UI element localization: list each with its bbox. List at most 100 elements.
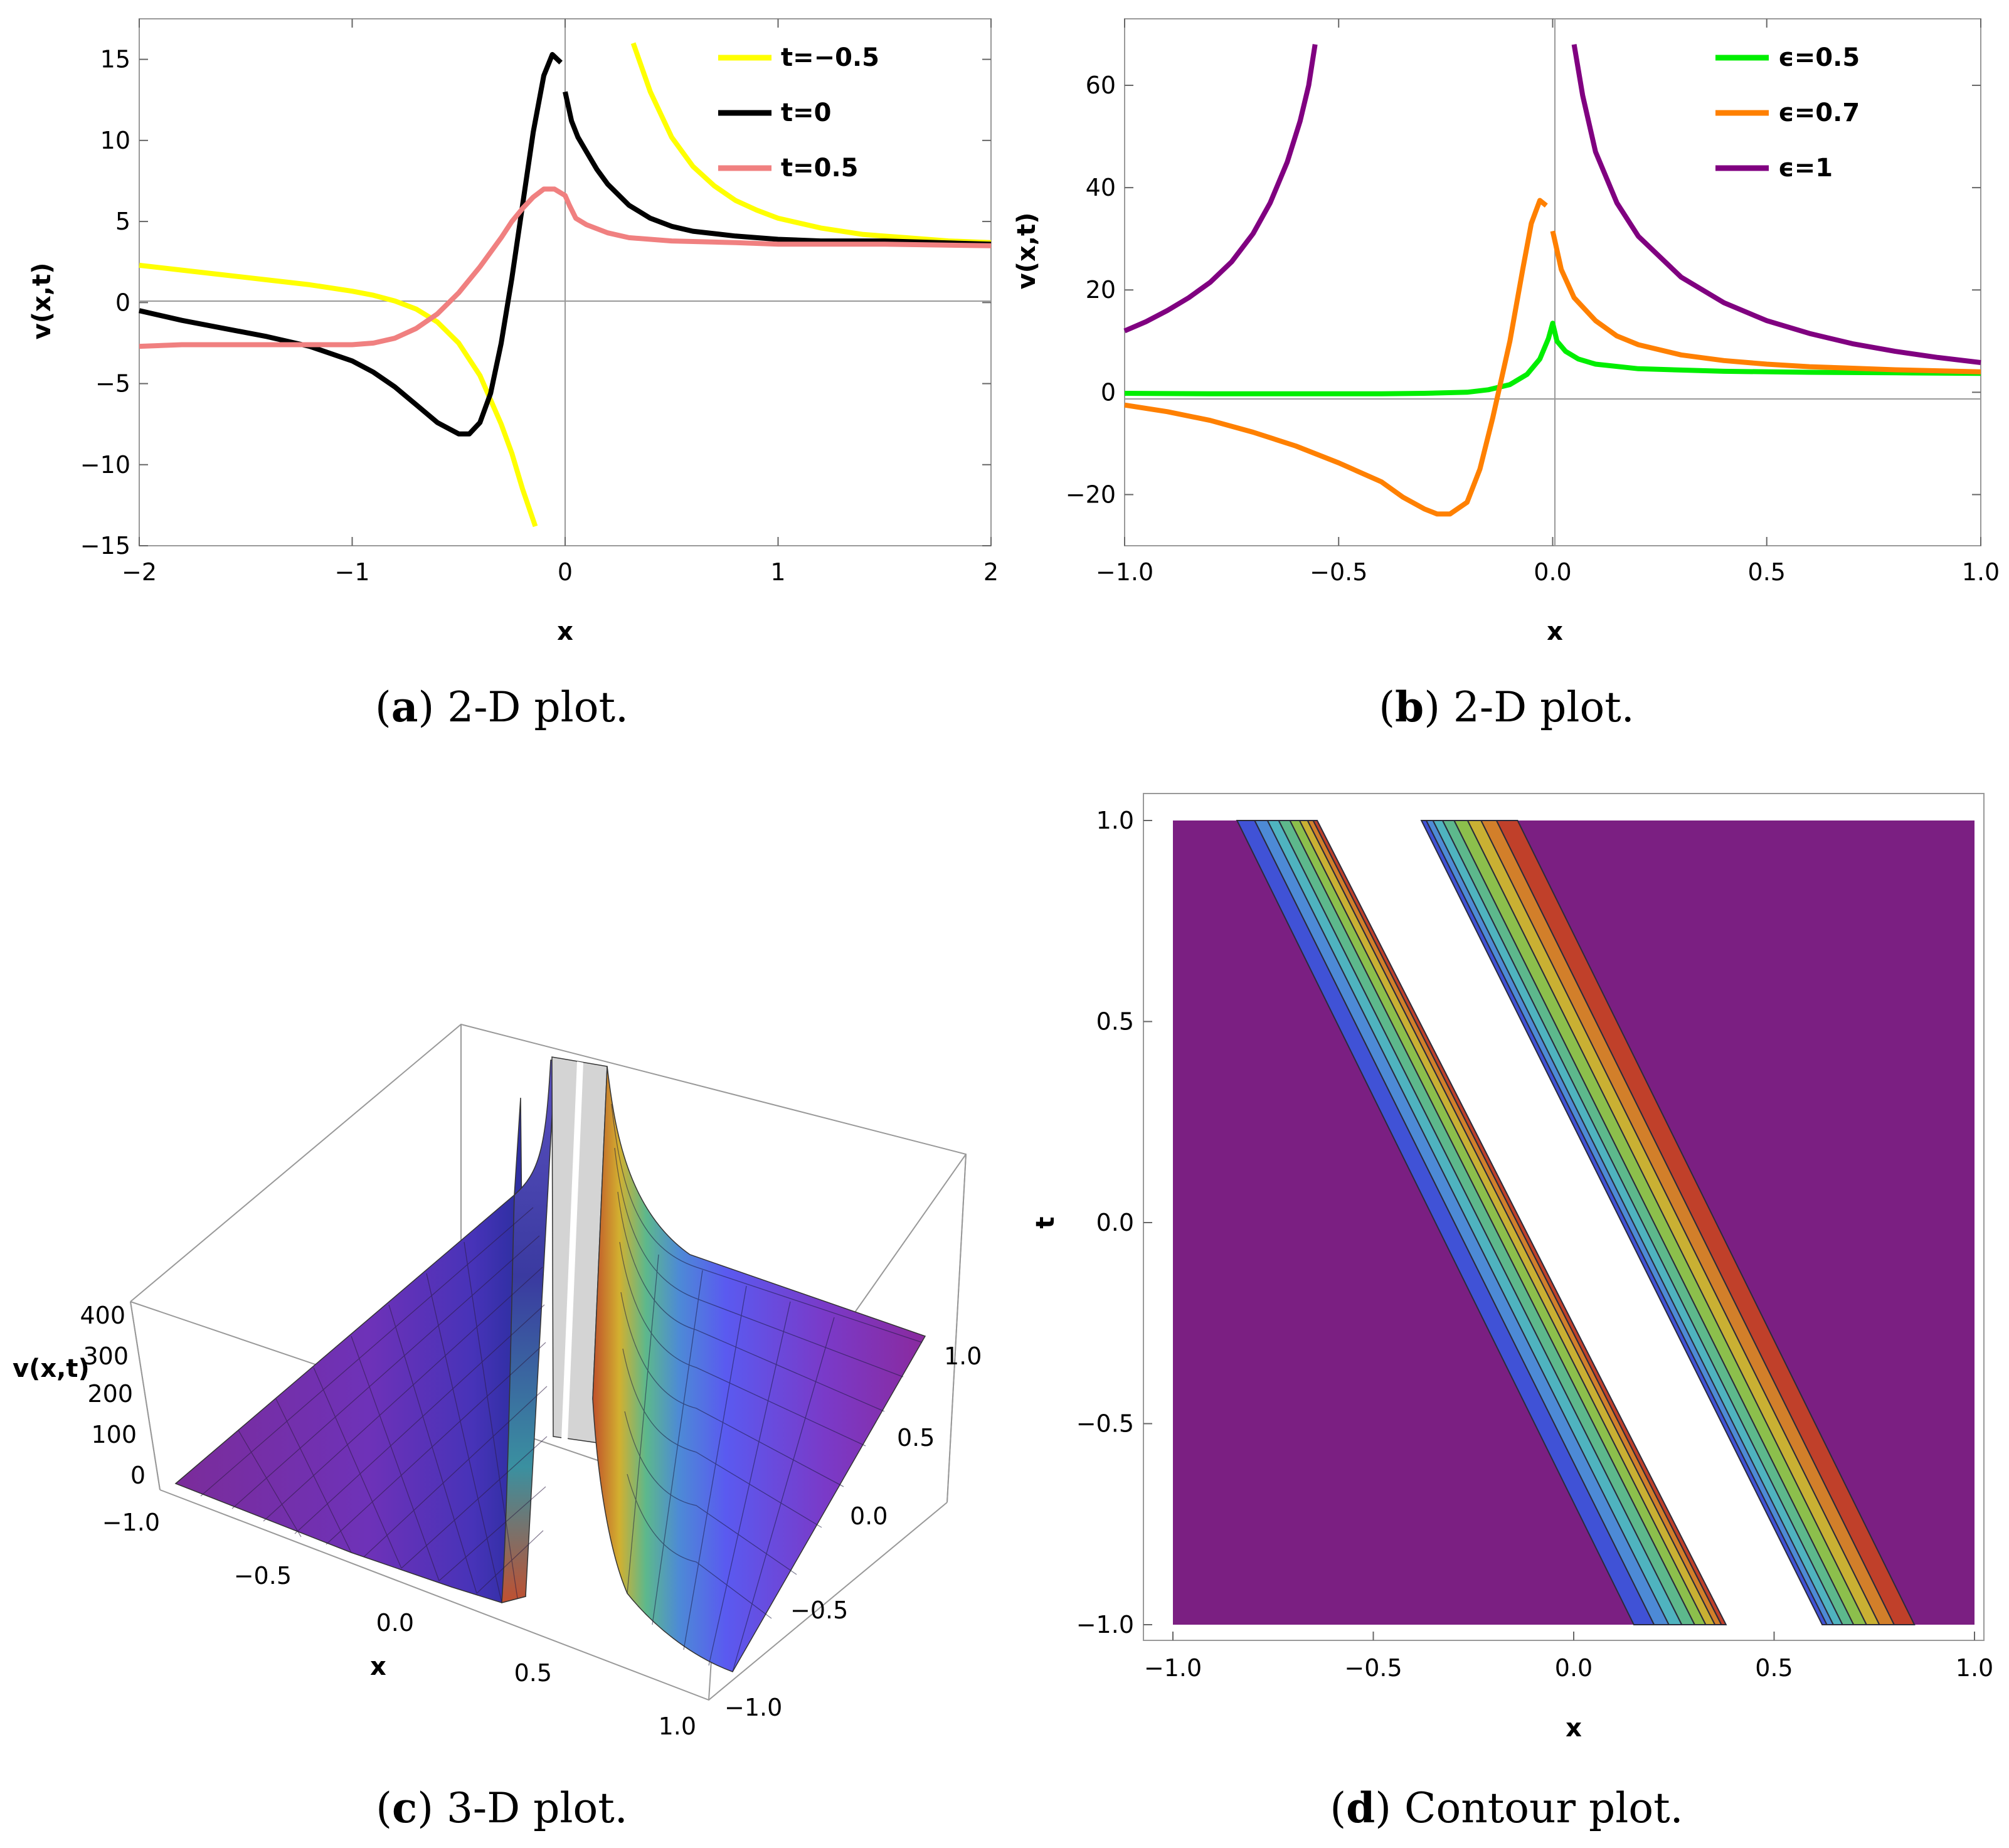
x-tick-label: 0 — [558, 558, 573, 586]
z-tick-label: 400 — [80, 1302, 125, 1329]
series-line — [1123, 44, 1318, 334]
y-tick-label: 0.5 — [1096, 1008, 1134, 1036]
x-axis-label: x — [557, 617, 573, 646]
x-tick-label: 0.5 — [1748, 558, 1786, 586]
z-axis-label: v(x,t) — [13, 1354, 90, 1383]
plot-frame — [1124, 18, 1981, 546]
series-line — [139, 51, 563, 437]
series-line — [139, 262, 538, 528]
caption-c: (c) 3-D plot. — [376, 1783, 627, 1832]
contour-bands — [1236, 820, 1916, 1625]
caption-text: Contour plot. — [1404, 1784, 1683, 1832]
legend-label: ϵ=0.5 — [1778, 43, 1860, 72]
caption-b: (b) 2-D plot. — [1379, 682, 1634, 731]
z-tick-label: 0 — [130, 1462, 146, 1489]
x-tick-label: −1.0 — [1096, 558, 1153, 586]
contour-level-band — [1420, 820, 1828, 1625]
x-tick-label: 0.0 — [376, 1609, 414, 1637]
series-layer — [1123, 44, 1981, 517]
surface-right-grid — [611, 1103, 923, 1672]
surface-left-grid — [200, 1207, 548, 1603]
x-tick-label: 0.0 — [1534, 558, 1571, 586]
z-tick-label: 100 — [91, 1421, 137, 1448]
y-tick-label: 0.0 — [850, 1502, 888, 1530]
y-tick-label: 1.0 — [1096, 807, 1134, 834]
legend-label: t=0 — [781, 98, 831, 127]
y-tick-label: 60 — [1086, 72, 1116, 99]
x-tick-label: −0.5 — [1310, 558, 1367, 586]
y-tick-label: −10 — [80, 451, 130, 479]
legend: t=−0.5 t=0 t=0.5 — [718, 43, 879, 183]
x-tick-label: 1 — [770, 558, 785, 586]
y-ticks: −15 −10 −5 0 5 10 15 — [80, 46, 991, 560]
y-tick-label: −0.5 — [1076, 1410, 1134, 1438]
box-edge — [130, 1301, 161, 1490]
x-tick-label: −1 — [334, 558, 369, 586]
z-tick-label: 300 — [83, 1342, 129, 1370]
contour-level-band — [1312, 820, 1727, 1625]
y-tick-label: 1.0 — [944, 1342, 982, 1370]
legend-label: ϵ=0.7 — [1778, 98, 1860, 127]
x-tick-label: −2 — [122, 558, 157, 586]
caption-letter: b — [1395, 682, 1424, 731]
y-tick-label: 0.0 — [1096, 1209, 1134, 1236]
y-tick-label: 20 — [1086, 276, 1116, 304]
caption-letter: c — [392, 1783, 417, 1832]
caption-text: 3-D plot. — [447, 1784, 628, 1832]
y-tick-label: 15 — [100, 46, 130, 73]
y-axis-label: v(x,t) — [1012, 213, 1041, 290]
legend-label: t=−0.5 — [781, 43, 879, 72]
surface-gap — [561, 1061, 583, 1440]
x-ticks: −1.0 −0.5 0.0 0.5 1.0 — [102, 1509, 696, 1740]
y-ticks: −20 0 20 40 60 — [1066, 72, 1981, 508]
z-tick-label: 200 — [87, 1380, 133, 1408]
series-line — [139, 186, 992, 349]
panel-b-line-chart: −1.0 −0.5 0.0 0.5 1.0 −20 0 20 40 60 x v(x,t) ϵ=… — [1012, 18, 2000, 731]
series-line — [563, 91, 992, 247]
y-axis-label: v(x,t) — [28, 263, 56, 340]
x-ticks: −1.0 −0.5 0.0 0.5 1.0 — [1096, 19, 2000, 586]
series-line — [1571, 44, 1981, 365]
y-ticks: −1.0 −0.5 0.0 0.5 1.0 — [1076, 807, 1152, 1638]
x-tick-label: −0.5 — [234, 1562, 292, 1590]
caption-a: (a) 2-D plot. — [375, 682, 628, 731]
box-front-edges — [159, 1489, 948, 1701]
caption-letter: d — [1346, 1783, 1375, 1832]
legend-label: ϵ=1 — [1778, 154, 1833, 183]
x-axis-label: x — [1566, 1714, 1582, 1743]
panel-c-surface-plot: 400 300 200 100 0 v(x,t) −1.0 −0.5 0.0 0… — [13, 1023, 982, 1832]
x-tick-label: −1.0 — [102, 1509, 160, 1536]
caption-text: 2-D plot. — [1453, 683, 1635, 731]
series-layer — [139, 42, 992, 528]
legend-label: t=0.5 — [781, 154, 859, 183]
x-tick-label: 0.0 — [1555, 1654, 1593, 1682]
series-line — [1124, 321, 1981, 396]
x-tick-label: 0.5 — [1755, 1654, 1793, 1682]
y-tick-label: −15 — [80, 532, 130, 560]
x-ticks: −2 −1 0 1 2 — [122, 19, 999, 586]
z-ticks: 400 300 200 100 0 — [80, 1302, 146, 1489]
x-ticks: −1.0 −0.5 0.0 0.5 1.0 — [1144, 1632, 1993, 1682]
series-line — [630, 42, 992, 245]
caption-letter: a — [391, 682, 418, 731]
y-tick-label: 0 — [115, 289, 130, 316]
plot-frame — [1143, 793, 1985, 1641]
y-tick-label: −1.0 — [724, 1694, 782, 1721]
y-ticks: 1.0 0.5 0.0 −0.5 −1.0 — [724, 1342, 982, 1721]
y-tick-label: 40 — [1086, 174, 1116, 201]
x-axis-label: x — [1547, 617, 1563, 646]
x-tick-label: 1.0 — [1956, 1654, 1993, 1682]
x-tick-label: 1.0 — [1962, 558, 2000, 586]
surface-left-sheet — [174, 1097, 526, 1603]
y-tick-label: 0 — [1101, 378, 1116, 406]
y-tick-label: −1.0 — [1076, 1611, 1134, 1638]
contour-singular-region — [1317, 820, 1823, 1625]
y-axis-label: t — [1031, 1216, 1060, 1228]
caption-d: (d) Contour plot. — [1330, 1783, 1683, 1832]
y-tick-label: 10 — [100, 127, 130, 154]
y-tick-label: −0.5 — [790, 1596, 848, 1624]
x-tick-label: 0.5 — [514, 1659, 552, 1687]
surface-right-sheet — [592, 1066, 926, 1672]
